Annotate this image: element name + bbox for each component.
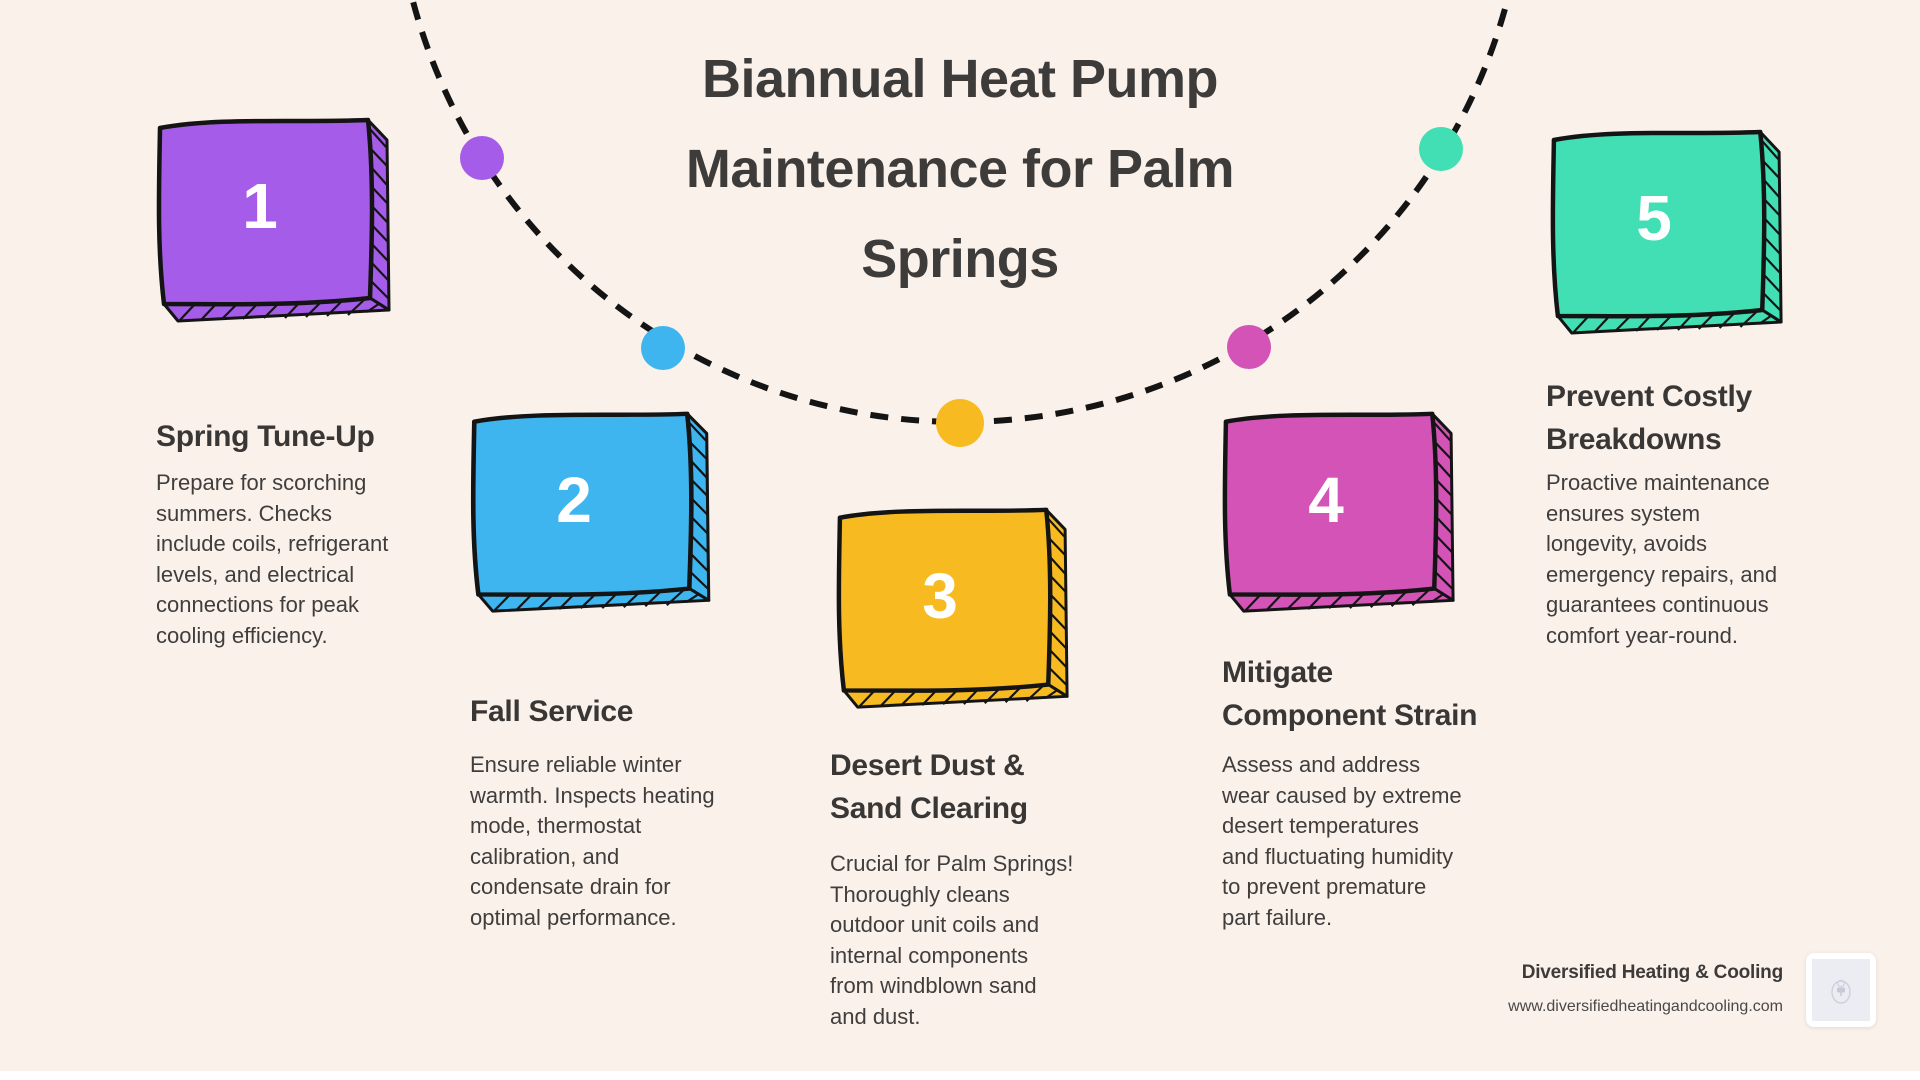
timeline-dot-5 — [1419, 127, 1463, 171]
step-3-description: Crucial for Palm Springs! Thoroughly cle… — [830, 851, 1074, 1029]
step-5-title: Prevent Costly Breakdowns — [1546, 380, 1752, 456]
step-2-description: Ensure reliable winter warmth. Inspects … — [470, 752, 715, 930]
logo-mark-icon — [1831, 979, 1851, 1004]
step-2-number: 2 — [556, 464, 592, 536]
bottom-strip — [0, 1071, 1920, 1080]
step-1-title: Spring Tune-Up — [156, 420, 375, 453]
step-3-square: 3 — [828, 500, 1078, 714]
step-4-number: 4 — [1308, 464, 1344, 536]
page-title: Biannual Heat Pump Maintenance for Palm … — [685, 49, 1235, 289]
step-1-number: 1 — [242, 170, 278, 242]
timeline-dot-1 — [460, 136, 504, 180]
step-1-square: 1 — [148, 110, 400, 328]
step-3-number: 3 — [922, 560, 958, 632]
step-2-title: Fall Service — [470, 695, 634, 728]
step-1-description: Prepare for scorching summers. Checks in… — [156, 470, 389, 648]
footer: Diversified Heating & Cooling www.divers… — [1380, 962, 1783, 1016]
step-5-number: 5 — [1636, 182, 1672, 254]
step-4-square: 4 — [1214, 404, 1464, 618]
step-4-description: Assess and address wear caused by extrem… — [1222, 752, 1462, 930]
company-logo — [1806, 953, 1876, 1027]
footer-company-name: Diversified Heating & Cooling — [1521, 962, 1783, 983]
timeline-dot-2 — [641, 326, 685, 370]
timeline-dot-4 — [1227, 325, 1271, 369]
company-logo-tile — [1812, 959, 1870, 1021]
timeline-dot-3 — [936, 399, 984, 447]
step-4-title: Mitigate Component Strain — [1222, 656, 1478, 732]
step-5-description: Proactive maintenance ensures system lon… — [1546, 470, 1778, 648]
step-5-square: 5 — [1542, 122, 1792, 340]
footer-website-url: www.diversifiedheatingandcooling.com — [1508, 998, 1783, 1015]
step-3-title: Desert Dust & Sand Clearing — [830, 749, 1028, 825]
step-2-square: 2 — [462, 404, 720, 618]
